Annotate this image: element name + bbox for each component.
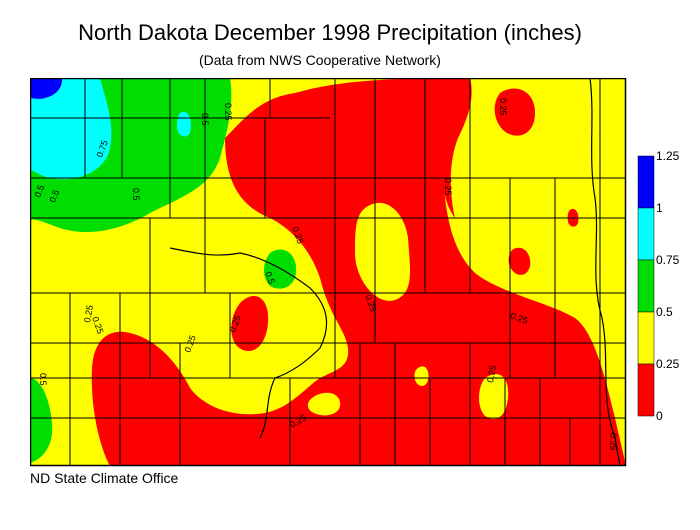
band-yellow-hole-south	[479, 374, 509, 419]
legend-tick-label: 0.5	[656, 305, 673, 319]
legend-tick-label: 0.75	[656, 253, 680, 267]
map-title: North Dakota December 1998 Precipitation…	[78, 20, 582, 45]
legend-tick-label: 1.25	[656, 150, 680, 163]
legend-band	[637, 207, 655, 261]
band-red-blob-west	[231, 295, 269, 352]
legend-band	[637, 311, 655, 365]
contour-label: 0.5	[263, 270, 277, 285]
band-red-blob-ne	[494, 88, 535, 136]
contour-label: 0.5	[131, 188, 141, 201]
red-river	[589, 78, 621, 466]
contour-label: 0.25	[485, 364, 498, 383]
state-border	[30, 78, 627, 467]
contour-label: 0.5	[200, 113, 210, 126]
precipitation-map: 0.5 0.25 0.75 0.5 0.5 0.5 0.25 0.5 0.25 …	[30, 78, 627, 467]
band-yellow-hole-south-center	[307, 392, 341, 416]
contour-label: 0.5	[32, 184, 46, 199]
map-subtitle: (Data from NWS Cooperative Network)	[199, 52, 441, 68]
legend-tick-label: 1	[656, 201, 663, 215]
legend-band	[637, 259, 655, 313]
legend-tick-label: 0	[656, 409, 663, 423]
band-red-blob-east	[508, 247, 531, 275]
contour-label: 0.25	[443, 178, 453, 196]
contour-label: 0.25	[608, 433, 618, 451]
contour-label: 0.25	[82, 304, 95, 323]
band-blue-corner	[30, 78, 63, 99]
band-cyan-northwest	[30, 78, 112, 180]
contour-label: 0.25	[223, 103, 233, 121]
band-red-east-strip	[441, 78, 472, 218]
color-legend: 1.25 1 0.75 0.5 0.25 0	[637, 150, 680, 423]
legend-band	[637, 363, 655, 417]
contour-label: 0.5	[38, 373, 48, 386]
legend-tick-label: 0.25	[656, 357, 680, 371]
contour-label: 0.25	[498, 98, 508, 116]
credit-label: ND State Climate Office	[30, 470, 179, 486]
contour-label: 0.5	[47, 189, 61, 204]
band-green-southwest	[30, 378, 53, 463]
band-yellow-hole-small	[414, 366, 429, 386]
legend-band	[637, 155, 655, 209]
county-boundaries	[30, 78, 626, 466]
band-yellow-hole-center	[355, 202, 411, 301]
missouri-river	[169, 247, 328, 439]
